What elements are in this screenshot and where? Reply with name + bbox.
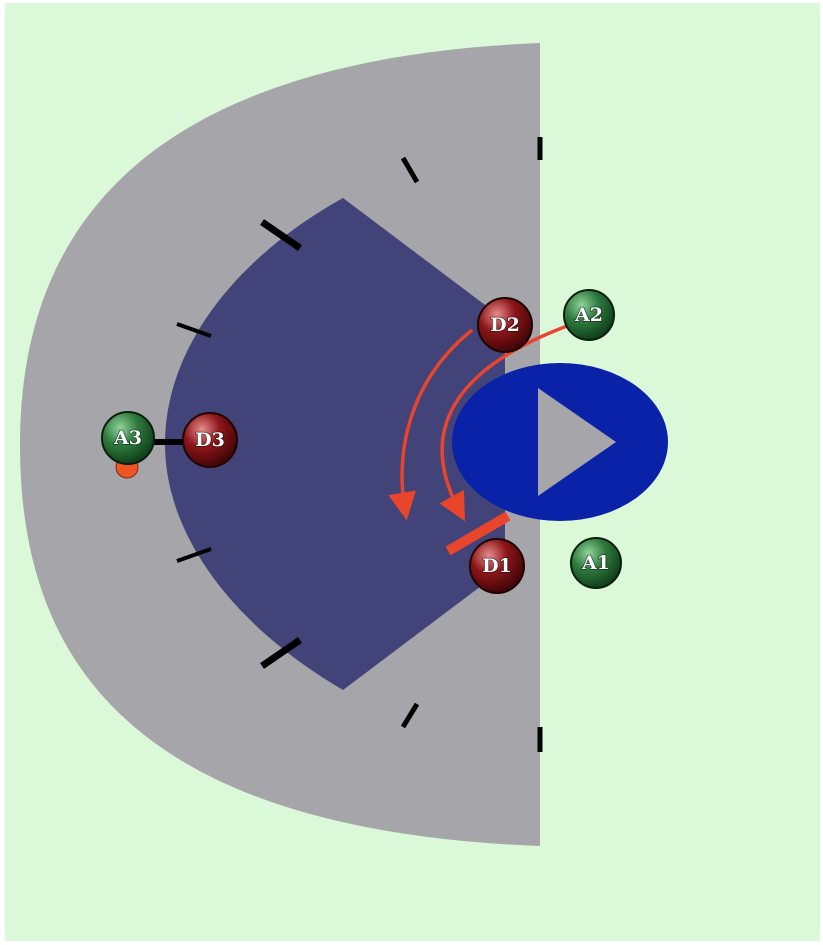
player-a3[interactable]: A3 [101,411,155,465]
attacker-token [101,411,155,465]
d1-pick-bar [445,511,511,556]
player-label: A3 [113,427,142,449]
hash-mark [260,637,302,669]
inner-zone [165,198,505,690]
player-label: A1 [581,552,610,574]
player-a1[interactable]: A1 [570,537,622,589]
player-label: A2 [574,304,603,326]
hash-marks [176,137,543,752]
d2-move-arrow [388,328,474,521]
defender-token [182,412,238,468]
player-label: D2 [490,314,520,336]
attacker-token [570,537,622,589]
hash-mark [260,219,302,251]
hash-mark [176,322,212,338]
player-d3[interactable]: D3 [182,412,238,468]
hash-mark [400,156,420,184]
attacker-token [563,289,615,341]
player-d1[interactable]: D1 [469,538,525,594]
hash-mark [176,547,212,563]
goal [538,388,616,496]
defender-token [477,297,533,353]
player-label: D1 [482,555,512,577]
a2-move-arrow [439,320,579,522]
hash-mark [400,702,420,729]
player-a2[interactable]: A2 [563,289,615,341]
defender-token [469,538,525,594]
player-d2[interactable]: D2 [477,297,533,353]
player-label: D3 [195,429,225,451]
